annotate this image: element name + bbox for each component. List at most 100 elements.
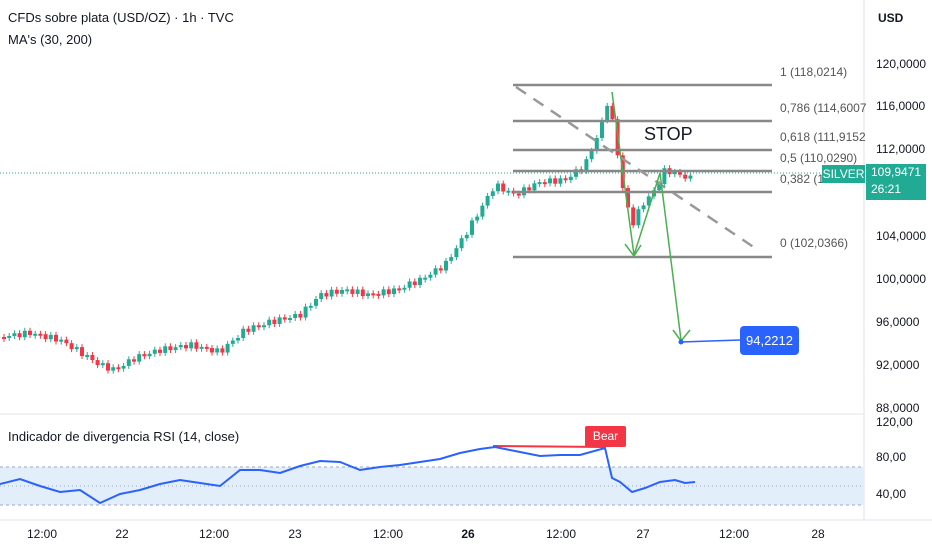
candle xyxy=(163,346,168,353)
candle xyxy=(168,346,173,351)
candle xyxy=(189,342,194,349)
fib-label: 0,382 (1 xyxy=(780,172,825,186)
candle xyxy=(558,178,563,184)
candle xyxy=(85,355,90,358)
bear-label[interactable]: Bear xyxy=(585,426,626,447)
candle xyxy=(610,105,615,120)
candle xyxy=(215,348,220,353)
candle xyxy=(355,289,360,294)
candle xyxy=(147,353,152,357)
arrow-down-1 xyxy=(611,91,635,256)
time-tick: 12:00 xyxy=(372,527,404,541)
fib-retracement[interactable] xyxy=(513,83,772,259)
time-tick: 26 xyxy=(461,527,475,541)
candle xyxy=(485,196,490,206)
candle xyxy=(506,190,511,193)
bar-countdown: 26:21 xyxy=(871,182,902,196)
fib-label: 0 (102,0366) xyxy=(780,236,849,250)
candle xyxy=(662,168,667,184)
candle xyxy=(251,325,256,332)
candle xyxy=(48,334,53,340)
candle xyxy=(334,289,339,294)
candle xyxy=(594,137,599,151)
candle xyxy=(407,281,412,288)
currency-button[interactable]: USD xyxy=(878,11,904,25)
candle xyxy=(527,187,532,191)
candle xyxy=(69,343,74,350)
candle xyxy=(553,178,558,184)
ma-indicator-label[interactable]: MA's (30, 200) xyxy=(8,32,93,47)
candle xyxy=(490,191,495,197)
candle xyxy=(454,248,459,258)
candle xyxy=(470,220,474,235)
candle xyxy=(106,363,110,371)
symbol-tag: SILVER xyxy=(822,165,865,183)
candle xyxy=(256,325,261,328)
candle xyxy=(308,305,313,308)
stop-annotation[interactable]: STOP xyxy=(644,124,693,144)
candle xyxy=(2,337,6,339)
candle xyxy=(641,205,646,210)
candle xyxy=(199,346,204,349)
candle xyxy=(59,339,64,342)
candle xyxy=(132,359,136,362)
arrow-head-1 xyxy=(624,243,642,258)
candle xyxy=(28,330,32,336)
candle xyxy=(568,176,573,181)
candle xyxy=(646,196,651,206)
price-tick: 104,0000 xyxy=(876,229,927,243)
candle xyxy=(100,363,105,366)
price-tick: 100,0000 xyxy=(876,272,927,286)
candles xyxy=(2,102,693,374)
candle xyxy=(548,178,552,184)
candle xyxy=(381,289,386,296)
candle xyxy=(397,288,402,291)
candle xyxy=(17,333,22,338)
candle xyxy=(90,355,95,361)
candle xyxy=(402,287,407,290)
candle xyxy=(423,277,428,280)
price-tick: 112,0000 xyxy=(876,142,926,156)
candle xyxy=(95,360,100,366)
candle xyxy=(418,277,422,286)
candle xyxy=(350,289,355,294)
candle xyxy=(126,359,131,366)
candle xyxy=(80,347,84,357)
candle xyxy=(480,205,485,217)
candle xyxy=(121,365,126,369)
arrow-down-2 xyxy=(659,172,682,341)
candle xyxy=(220,348,225,353)
candle xyxy=(7,335,12,338)
candle xyxy=(38,333,43,336)
candle xyxy=(366,293,370,297)
candle xyxy=(371,293,376,296)
rsi-indicator-label[interactable]: Indicador de divergencia RSI (14, close) xyxy=(8,429,240,444)
current-price-value: 109,9471 xyxy=(871,165,922,179)
candle xyxy=(246,328,251,332)
candle xyxy=(137,354,142,362)
candle xyxy=(303,306,308,318)
time-tick: 28 xyxy=(811,527,825,541)
price-tick: 96,0000 xyxy=(876,315,920,329)
candle xyxy=(54,334,58,342)
candle xyxy=(194,342,199,349)
time-tick: 12:00 xyxy=(198,527,230,541)
target-price-label[interactable]: 94,2212 xyxy=(740,326,799,355)
candle xyxy=(683,174,688,179)
candle xyxy=(574,169,578,177)
candle xyxy=(636,209,641,226)
chart-title[interactable]: CFDs sobre plata (USD/OZ) · 1h · TVC xyxy=(8,10,234,25)
candle xyxy=(267,319,272,326)
time-tick: 12:00 xyxy=(545,527,577,541)
candle xyxy=(158,349,162,353)
current-price-tag: 109,9471 26:21 xyxy=(866,164,926,200)
candle xyxy=(516,193,521,196)
candle xyxy=(111,367,116,371)
candle xyxy=(459,238,464,249)
arrow-up xyxy=(633,172,661,256)
candle xyxy=(464,234,469,239)
candle xyxy=(293,313,298,319)
candle xyxy=(392,288,396,295)
